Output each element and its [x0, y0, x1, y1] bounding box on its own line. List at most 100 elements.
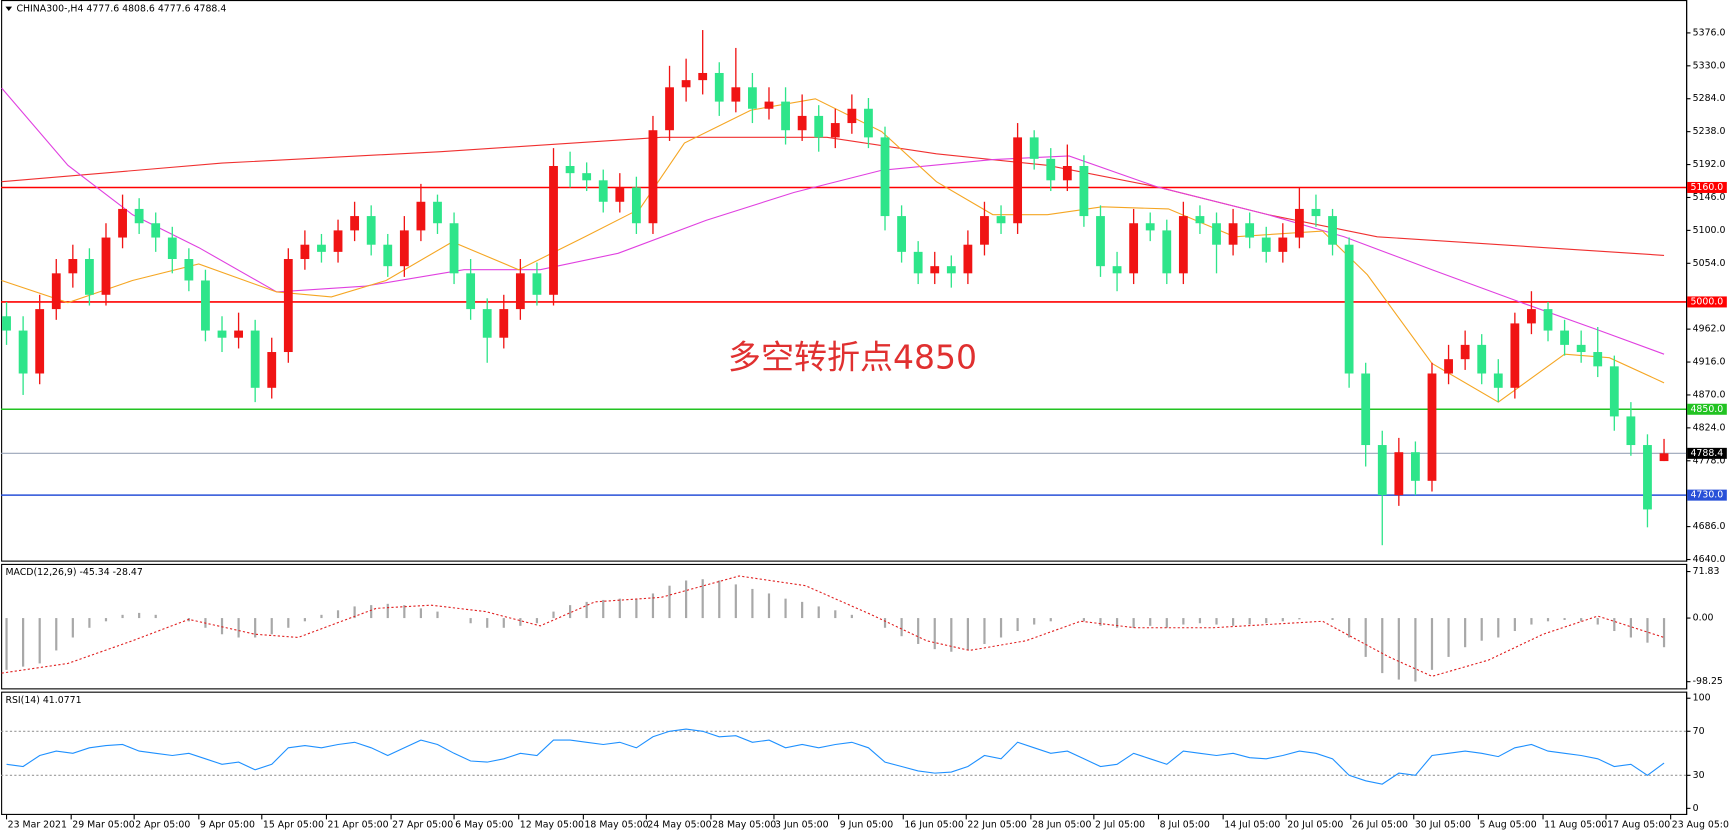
- candle-body: [51, 273, 61, 310]
- candle-body: [515, 273, 525, 310]
- candle-body: [234, 330, 243, 338]
- x-tick-label: 9 Apr 05:00: [200, 819, 255, 830]
- y-tick-label: -98.25: [1693, 676, 1723, 687]
- x-tick-label: 11 Aug 05:00: [1544, 819, 1607, 830]
- candle-body: [333, 230, 343, 252]
- candle-body: [996, 216, 1006, 224]
- candle-body: [781, 101, 790, 131]
- x-tick-label: 21 Apr 05:00: [328, 819, 389, 830]
- candle-body: [101, 237, 111, 295]
- candle-body: [1377, 445, 1387, 496]
- x-tick-label: 15 Apr 05:00: [263, 819, 324, 830]
- y-tick-label: 4870.0: [1693, 389, 1726, 400]
- candle-body: [1112, 266, 1122, 274]
- candle-body: [880, 137, 890, 217]
- candle-body: [2, 316, 11, 331]
- candle-body: [1062, 165, 1072, 181]
- candle-body: [1046, 158, 1056, 181]
- candle-body: [1145, 223, 1155, 231]
- candle-body: [167, 237, 177, 260]
- candle-body: [748, 87, 757, 109]
- x-tick-label: 16 Jun 05:00: [904, 819, 964, 830]
- candle-body: [151, 223, 161, 238]
- menu-arrow[interactable]: [5, 6, 13, 12]
- candle-body: [1593, 352, 1603, 367]
- candle-body: [1195, 216, 1205, 224]
- candle-body: [383, 244, 393, 267]
- y-tick-label: 100: [1693, 693, 1711, 704]
- candle-body: [615, 187, 625, 202]
- panel-title: MACD(12,26,9) -45.34 -28.47: [5, 567, 142, 578]
- level-tag: [1687, 296, 1727, 308]
- candle-body: [283, 259, 293, 353]
- candle-body: [631, 187, 641, 224]
- level-tag: [1687, 489, 1727, 501]
- x-tick-label: 24 May 05:00: [647, 819, 711, 830]
- level-tag: [1687, 447, 1727, 459]
- y-tick-label: 30: [1693, 770, 1705, 781]
- candle-body: [118, 208, 127, 238]
- x-tick-label: 23 Aug 05:00: [1672, 819, 1729, 830]
- y-tick-label: 5284.0: [1693, 93, 1726, 104]
- x-tick-label: 18 May 05:00: [584, 819, 648, 830]
- level-label: 5160.0: [1690, 182, 1723, 193]
- candle-body: [532, 273, 542, 295]
- candle-body: [1493, 373, 1503, 388]
- candle-body: [1427, 373, 1437, 481]
- candle-body: [1278, 237, 1288, 252]
- candle-body: [598, 180, 608, 202]
- candle-body: [764, 101, 774, 109]
- candle-body: [930, 266, 940, 274]
- candle-body: [1013, 137, 1023, 224]
- candle-body: [897, 216, 906, 252]
- y-tick-label: 4686.0: [1693, 521, 1726, 532]
- candle-body: [1510, 323, 1520, 388]
- level-label: 4850.0: [1690, 404, 1723, 415]
- candle-body: [317, 244, 326, 252]
- y-tick-label: 4824.0: [1693, 422, 1726, 433]
- x-tick-label: 2 Jul 05:00: [1095, 819, 1145, 830]
- candle-body: [134, 208, 144, 224]
- candle-body: [449, 223, 459, 274]
- candle-body: [466, 273, 476, 310]
- candle-body: [18, 330, 28, 374]
- y-tick-label: 0.00: [1693, 613, 1714, 624]
- x-tick-label: 8 Jul 05:00: [1160, 819, 1210, 830]
- candle-body: [184, 259, 194, 281]
- candle-body: [267, 352, 277, 388]
- y-tick-label: 4916.0: [1693, 357, 1726, 368]
- candle-body: [980, 216, 989, 245]
- rsi-line: [6, 728, 1665, 785]
- y-tick-label: 5146.0: [1693, 192, 1726, 203]
- candle-body: [814, 115, 824, 138]
- candle-body: [1162, 230, 1172, 274]
- candle-body: [665, 87, 674, 131]
- x-tick-label: 29 Mar 05:00: [72, 819, 135, 830]
- candle-body: [1344, 244, 1354, 374]
- candle-body: [201, 280, 210, 331]
- candle-body: [300, 244, 310, 260]
- candle-body: [963, 244, 973, 274]
- candle-body: [648, 130, 658, 224]
- x-tick-label: 14 Jul 05:00: [1224, 819, 1280, 830]
- candle-body: [1361, 373, 1371, 446]
- candle-body: [416, 201, 426, 231]
- x-tick-label: 26 Jul 05:00: [1352, 819, 1408, 830]
- y-tick-label: 5192.0: [1693, 159, 1726, 170]
- candle-body: [366, 216, 376, 245]
- panel-title: RSI(14) 41.0771: [5, 695, 81, 706]
- level-tag: [1687, 181, 1727, 193]
- candle-body: [714, 72, 724, 102]
- panel-title: CHINA300-,H4 4777.6 4808.6 4777.6 4788.4: [16, 3, 226, 14]
- candle-body: [1444, 359, 1453, 374]
- candle-body: [1543, 309, 1553, 331]
- signal-line: [1, 575, 1665, 677]
- candle-body: [482, 309, 492, 338]
- candle-body: [1626, 416, 1636, 446]
- candle-body: [1178, 216, 1188, 274]
- x-tick-label: 23 Mar 2021: [8, 819, 67, 830]
- x-tick-label: 2 Apr 05:00: [135, 819, 190, 830]
- candle-body: [1411, 452, 1420, 481]
